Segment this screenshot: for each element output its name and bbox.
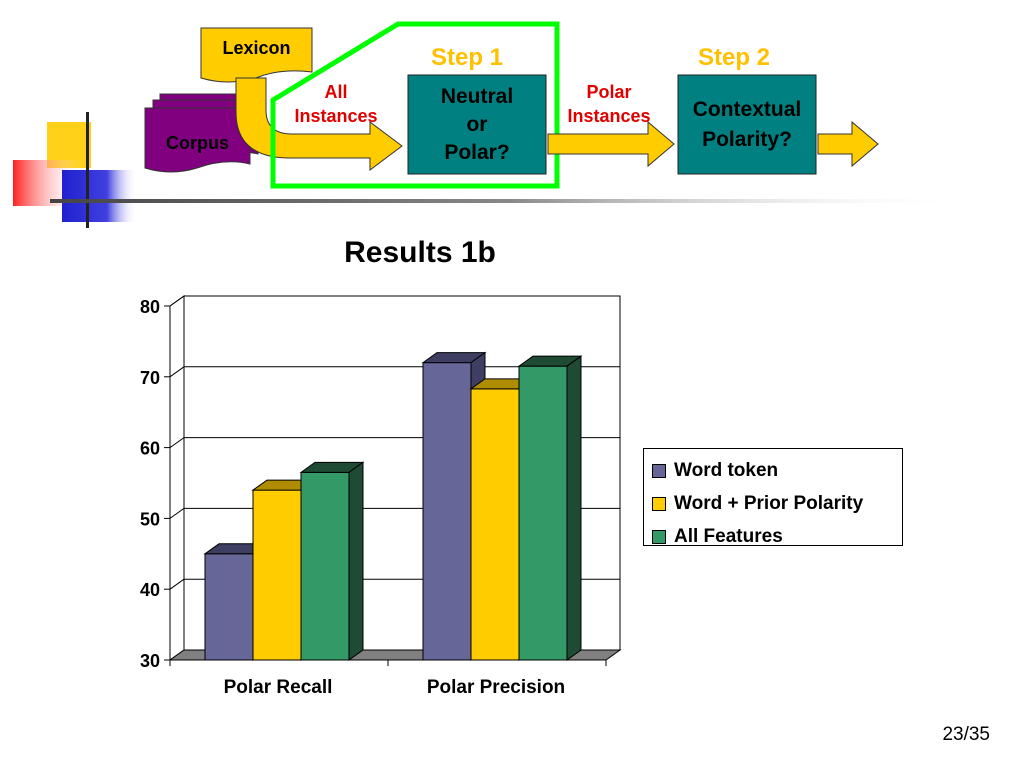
all-instances-arrow <box>235 77 403 171</box>
step2-label: Step 2 <box>698 44 771 71</box>
legend-swatch-prior-polarity <box>652 496 666 511</box>
y-tick-label: 80 <box>140 297 160 317</box>
decorative-corner-graphic <box>13 112 970 228</box>
y-tick-label: 30 <box>140 651 160 671</box>
bar-all-features-polar-recall <box>299 461 365 661</box>
chart-plot-area: 30 40 50 60 70 80 Polar Recall Polar Precision <box>140 295 622 698</box>
legend-swatch-word-token <box>652 463 666 478</box>
chart-legend: Word token Word + Prior Polarity All Fea… <box>643 448 903 547</box>
bar-all-features-polar-precision <box>517 355 583 661</box>
slide-number: 23/35 <box>942 724 990 745</box>
legend-item-word-token: Word token <box>652 454 902 487</box>
neutral-or-polar-label: Neutral or Polar? <box>440 84 514 164</box>
gridline-side <box>169 507 185 519</box>
chart-bars <box>203 351 583 661</box>
bar-front <box>300 471 350 661</box>
bar-front <box>252 489 302 661</box>
gridline-side <box>169 366 185 378</box>
gridline-side <box>169 437 185 449</box>
x-tick-label: Polar Recall <box>224 677 333 698</box>
lexicon-label: Lexicon <box>222 37 291 58</box>
legend-swatch-all-features <box>652 529 666 544</box>
bar-side <box>566 355 582 661</box>
chart-y-axis: 30 40 50 60 70 80 <box>140 297 170 671</box>
bar-front <box>422 362 472 661</box>
chart-title: Results 1b <box>344 236 496 269</box>
y-tick-label: 70 <box>140 368 160 388</box>
polar-instances-label: Polar Instances <box>567 82 651 126</box>
legend-item-prior-polarity: Word + Prior Polarity <box>652 487 902 520</box>
y-tick-label: 50 <box>140 509 160 529</box>
bar-front <box>518 365 568 661</box>
neutral-or-polar-box <box>407 74 547 175</box>
all-instances-label: All Instances <box>294 82 378 126</box>
gridline-side <box>169 578 185 590</box>
contextual-polarity-label: Contextual Polarity? <box>692 97 802 151</box>
corpus-label: Corpus <box>166 132 229 153</box>
contextual-polarity-box <box>677 74 817 175</box>
polar-instances-arrow <box>547 120 675 168</box>
legend-label-all-features: All Features <box>674 525 783 547</box>
output-arrow <box>817 120 879 168</box>
step1-label: Step 1 <box>431 44 504 71</box>
bar-front <box>204 553 254 661</box>
gridline-side <box>169 295 185 307</box>
step1-highlight-frame <box>270 21 560 189</box>
legend-label-word-token: Word token <box>674 459 779 481</box>
y-tick-label: 40 <box>140 580 160 600</box>
x-tick-label: Polar Precision <box>427 677 565 698</box>
chart-x-axis: Polar Recall Polar Precision <box>169 660 607 698</box>
y-tick-label: 60 <box>140 439 160 459</box>
bar-front <box>470 388 520 661</box>
bar-side <box>348 461 364 661</box>
legend-label-prior-polarity: Word + Prior Polarity <box>674 492 864 514</box>
legend-item-all-features: All Features <box>652 520 902 553</box>
corpus-documents <box>144 93 266 173</box>
